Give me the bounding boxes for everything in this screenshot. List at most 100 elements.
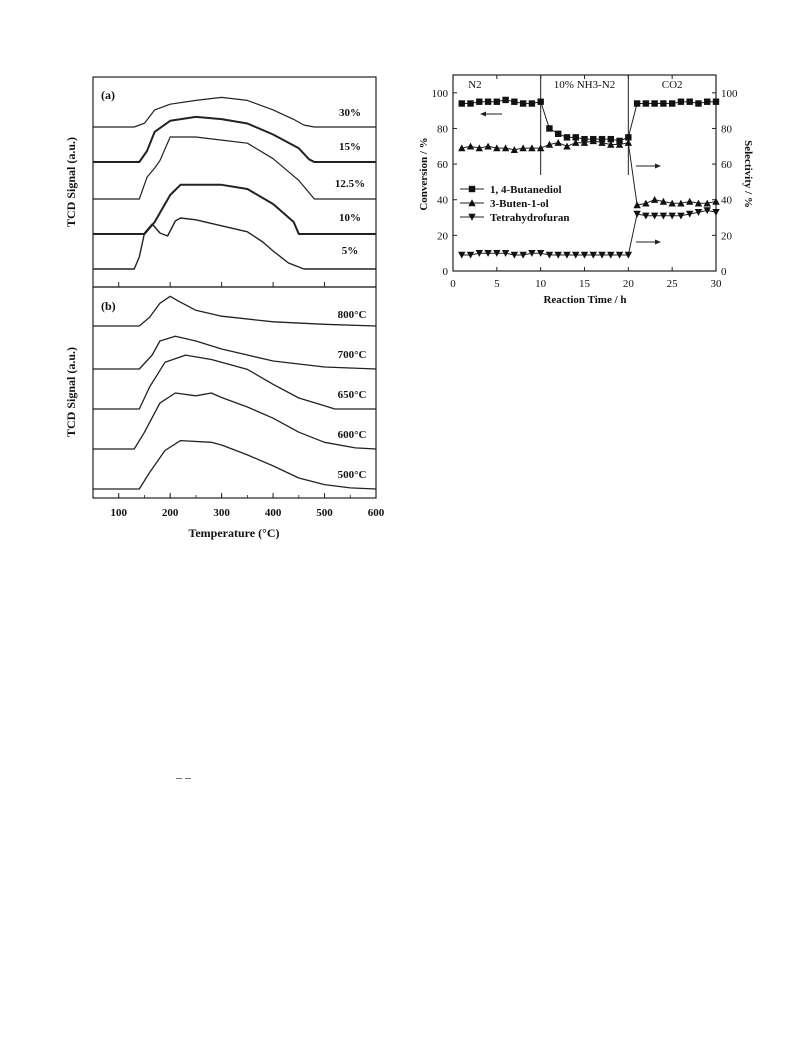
data-point-square bbox=[704, 98, 711, 105]
data-point-triangle-up bbox=[501, 144, 510, 152]
region-label: CO2 bbox=[662, 79, 683, 91]
data-point-triangle-up bbox=[528, 144, 536, 152]
data-point-triangle-down bbox=[484, 249, 492, 257]
data-point-triangle-down bbox=[519, 251, 527, 259]
right-panel: Conversion / % Selectivity / % Reaction … bbox=[418, 74, 754, 306]
data-point-square bbox=[642, 100, 650, 107]
y-right-tick-label: 100 bbox=[721, 88, 738, 100]
x-tick-label: 30 bbox=[711, 278, 723, 290]
curve-label: 10% bbox=[339, 212, 361, 224]
x-tick-label: 0 bbox=[450, 278, 456, 290]
data-point-triangle-up bbox=[589, 137, 597, 145]
data-point-square bbox=[468, 185, 476, 193]
series-line bbox=[461, 99, 716, 142]
data-point-triangle-up bbox=[468, 199, 476, 207]
panel-b-xlabel: Temperature (°C) bbox=[188, 526, 279, 540]
data-point-triangle-up bbox=[475, 144, 483, 152]
panel-a-label: (a) bbox=[101, 88, 115, 102]
y-right-tick-label: 80 bbox=[721, 123, 733, 135]
data-point-triangle-down bbox=[686, 210, 694, 218]
data-point-triangle-up bbox=[642, 199, 650, 207]
y-tick-label: 100 bbox=[432, 88, 449, 100]
conversion-arrow-head bbox=[480, 111, 486, 117]
legend-label: Tetrahydrofuran bbox=[490, 212, 569, 224]
panel-b-label: (b) bbox=[101, 299, 116, 313]
selectivity-arrow-2-head bbox=[655, 239, 661, 245]
curve-label: 12.5% bbox=[335, 178, 365, 190]
data-point-triangle-down bbox=[554, 251, 562, 259]
x-tick-label: 25 bbox=[667, 278, 679, 290]
data-point-triangle-down bbox=[458, 251, 466, 259]
curve-label: 15% bbox=[339, 141, 361, 153]
x-tick-label: 300 bbox=[213, 507, 230, 519]
data-point-triangle-up bbox=[493, 144, 501, 152]
data-point-square bbox=[493, 98, 501, 105]
data-point-square bbox=[467, 100, 474, 107]
tpd-curve bbox=[93, 335, 377, 370]
y-tick-label: 80 bbox=[437, 123, 449, 135]
panel-a-ylabel: TCD Signal (a.u.) bbox=[64, 137, 78, 227]
data-point-triangle-up bbox=[519, 144, 527, 152]
data-point-square bbox=[458, 100, 465, 107]
tpd-curve bbox=[93, 183, 376, 235]
data-point-triangle-down bbox=[694, 209, 703, 216]
x-tick-label: 500 bbox=[316, 507, 333, 519]
right-series bbox=[458, 96, 720, 259]
y-tick-label: 0 bbox=[443, 266, 449, 278]
x-tick-label: 100 bbox=[110, 507, 127, 519]
data-point-triangle-down bbox=[493, 249, 501, 257]
data-point-triangle-up bbox=[572, 139, 580, 146]
data-point-square bbox=[537, 98, 544, 105]
data-point-triangle-down bbox=[633, 210, 641, 218]
data-point-triangle-down bbox=[563, 251, 571, 259]
y-tick-label: 20 bbox=[437, 230, 449, 242]
data-point-triangle-up bbox=[659, 197, 668, 205]
data-point-square bbox=[651, 100, 658, 107]
tpd-curve bbox=[93, 439, 377, 490]
data-point-triangle-up bbox=[624, 139, 633, 146]
data-point-square bbox=[519, 100, 527, 107]
data-point-triangle-up bbox=[615, 140, 624, 148]
data-point-triangle-up bbox=[607, 140, 615, 148]
data-point-triangle-down bbox=[510, 251, 519, 259]
data-point-square bbox=[476, 98, 483, 105]
right-ylabel: Conversion / % bbox=[418, 137, 430, 210]
data-point-triangle-down bbox=[545, 251, 554, 259]
data-point-triangle-down bbox=[607, 251, 615, 259]
data-point-triangle-up bbox=[703, 199, 711, 207]
y-right-tick-label: 20 bbox=[721, 230, 733, 242]
data-point-triangle-up bbox=[466, 142, 475, 150]
region-label: N2 bbox=[468, 79, 481, 91]
data-point-triangle-down bbox=[624, 251, 633, 259]
y-tick-label: 40 bbox=[437, 195, 449, 207]
data-point-triangle-down bbox=[501, 249, 510, 257]
panel-a-frame bbox=[92, 76, 377, 288]
data-point-triangle-down bbox=[712, 209, 720, 216]
left-panel: (a) (b) TCD Signal (a.u.) TCD Signal (a.… bbox=[64, 76, 385, 540]
panel-b-curves: 800°C 700°C 650°C 600°C 500°C bbox=[93, 295, 377, 490]
right-regions: N2 10% NH3-N2 CO2 bbox=[468, 75, 683, 175]
data-point-triangle-up bbox=[650, 196, 659, 203]
panel-b-frame bbox=[92, 286, 377, 499]
data-point-triangle-down bbox=[668, 212, 676, 220]
data-point-triangle-up bbox=[545, 140, 554, 148]
data-point-triangle-up bbox=[536, 144, 545, 152]
data-point-triangle-down bbox=[703, 207, 711, 215]
data-point-triangle-up bbox=[510, 146, 519, 154]
footer-mark: – – bbox=[175, 770, 192, 784]
data-point-square bbox=[712, 98, 720, 105]
curve-label: 650°C bbox=[338, 389, 367, 401]
data-point-triangle-up bbox=[598, 139, 606, 146]
right-ylabel-secondary: Selectivity / % bbox=[742, 140, 754, 208]
data-point-triangle-down bbox=[475, 249, 483, 257]
x-tick-label: 600 bbox=[368, 507, 385, 519]
data-point-square bbox=[607, 135, 614, 143]
region-label: 10% NH3-N2 bbox=[554, 79, 615, 91]
left-x-ticks: 100 200 300 400 500 600 bbox=[92, 282, 385, 519]
data-point-triangle-down bbox=[659, 212, 668, 220]
data-point-triangle-down bbox=[642, 212, 650, 220]
data-point-triangle-up bbox=[563, 142, 571, 150]
curve-label: 800°C bbox=[338, 309, 367, 321]
